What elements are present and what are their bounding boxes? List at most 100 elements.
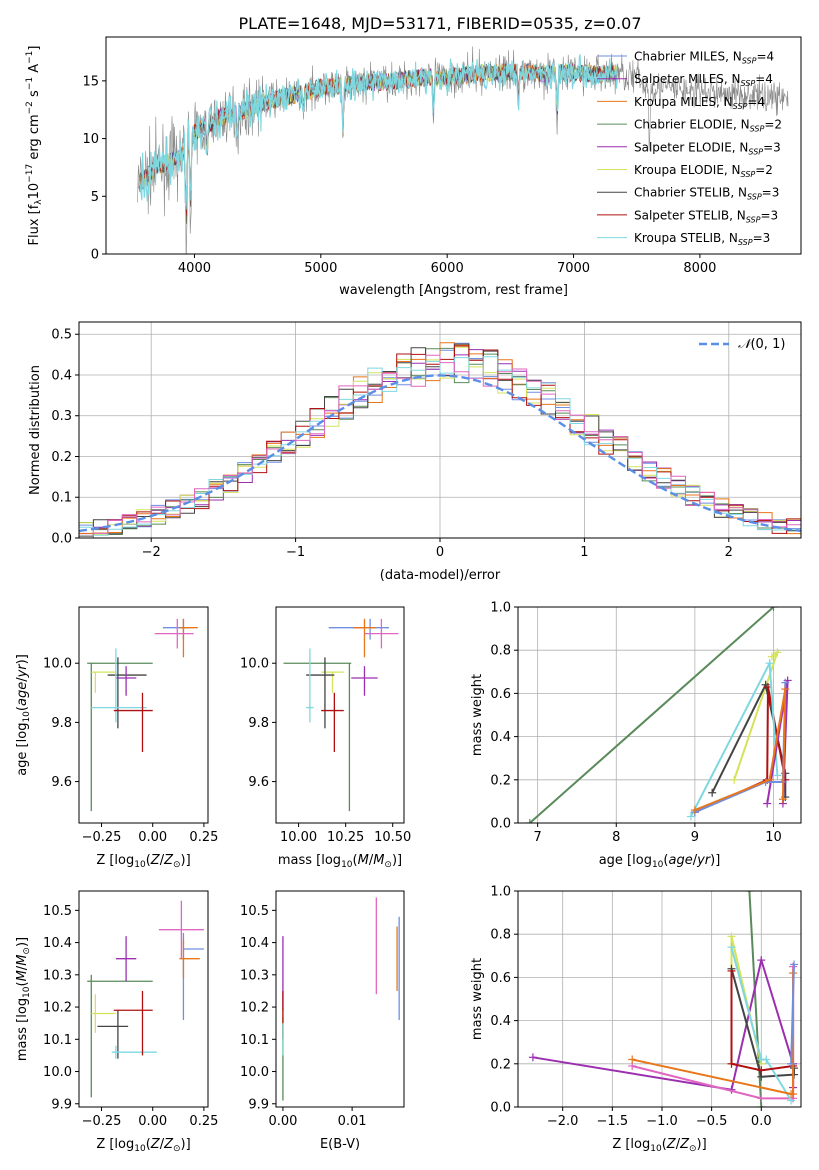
x-tick-label: 10.25	[327, 830, 364, 845]
y-tick-label: 10.3	[240, 968, 269, 983]
x-tick-label: −2	[142, 545, 161, 560]
x-tick-label: −2.0	[547, 1114, 579, 1129]
y-tick-label: 0.0	[490, 817, 511, 832]
weight_vs_Z-axes: −2.0 −1.5 −1.0 −0.5 0.0 0.0 0.2 0.4 0.6 0.8 1.0 Z […	[470, 885, 802, 1154]
weight-series-line	[694, 688, 787, 811]
y-tick-label: 10.4	[43, 936, 72, 951]
legend-entry: Chabrier STELIB, NSSP=3	[634, 186, 779, 202]
x-axis-label: E(B-V)	[320, 1137, 360, 1152]
x-tick-label: 5000	[304, 261, 337, 276]
x-axis-label: wavelength [Angstrom, rest frame]	[339, 283, 568, 298]
x-tick-label: 1	[580, 545, 588, 560]
x-tick-label: −0.5	[696, 1114, 728, 1129]
x-tick-label: 8000	[683, 261, 716, 276]
y-tick-label: 0.8	[490, 644, 511, 659]
weight-series-line	[790, 964, 795, 1064]
x-tick-label: 0.00	[138, 830, 167, 845]
legend-entry: Chabrier MILES, NSSP=4	[634, 50, 774, 66]
age_vs_mass-axes: 10.00 10.25 10.50 9.6 9.8 10.0 mass [log10(M/M…	[240, 606, 411, 870]
y-axis-label: age [log10(age/yr)]	[15, 654, 32, 776]
errorbars	[282, 897, 400, 1101]
y-tick-label: 0.4	[490, 730, 511, 745]
axes-frame	[105, 36, 802, 255]
axes-frame	[517, 890, 802, 1108]
y-tick-label: 10.2	[240, 1001, 269, 1016]
y-tick-label: 10.4	[240, 936, 269, 951]
y-tick-label: 0.4	[490, 1014, 511, 1029]
y-tick-label: 10.5	[43, 904, 72, 919]
x-tick-label: 4000	[178, 261, 211, 276]
y-tick-label: 0.5	[51, 328, 72, 343]
y-tick-label: 10	[82, 132, 99, 147]
axes-frame	[78, 890, 209, 1108]
errorbars	[283, 618, 399, 812]
y-tick-label: 0.6	[490, 687, 511, 702]
x-tick-label: −0.25	[82, 1114, 122, 1129]
weight_vs_age-axes: 7 8 9 10 0.0 0.2 0.4 0.6 0.8 1.0 age [log10(age/yr…	[470, 601, 802, 870]
y-tick-label: 9.8	[248, 716, 269, 731]
figure-title: PLATE=1648, MJD=53171, FIBERID=0535, z=0…	[238, 14, 641, 33]
legend-entry: Salpeter STELIB, NSSP=3	[634, 208, 778, 224]
weight-series-line	[529, 607, 775, 823]
axes-frame	[78, 321, 802, 539]
mass_vs_ebv-axes: 0.00 0.01 9.9 10.0 10.1 10.2 10.3 10.4 10.5 E(B-V…	[240, 890, 405, 1152]
x-axis-label: mass [log10(M/M⊙)]	[278, 853, 402, 870]
y-tick-label: 10.0	[240, 1065, 269, 1080]
x-tick-label: 10.50	[374, 830, 411, 845]
y-tick-label: 10.3	[43, 968, 72, 983]
y-tick-label: 0.8	[490, 928, 511, 943]
y-tick-label: 10.0	[43, 657, 72, 672]
y-tick-label: 15	[82, 74, 99, 89]
x-tick-label: 0.00	[138, 1114, 167, 1129]
y-tick-label: 10.0	[240, 657, 269, 672]
y-tick-label: 0.1	[51, 491, 72, 506]
histogram-step	[79, 356, 801, 536]
x-tick-label: −0.25	[82, 830, 122, 845]
y-tick-label: 1.0	[490, 885, 511, 900]
x-tick-label: 0.25	[189, 830, 218, 845]
y-tick-label: 0.0	[490, 1101, 511, 1116]
x-tick-label: −1.5	[597, 1114, 629, 1129]
x-tick-label: 0.00	[268, 1114, 297, 1129]
axes-frame	[517, 606, 802, 824]
legend-entry: Kroupa MILES, NSSP=4	[634, 95, 765, 111]
y-tick-label: 0.2	[51, 450, 72, 465]
spectrum-axes: 4000 5000 6000 7000 8000 0 5 10 15 wavelength [An…	[25, 36, 802, 298]
y-tick-label: 5	[91, 190, 99, 205]
y-tick-label: 10.0	[43, 1065, 72, 1080]
normal-curve	[79, 374, 801, 533]
y-tick-label: 10.2	[43, 1001, 72, 1016]
x-tick-label: 7	[534, 830, 542, 845]
x-tick-label: 0.01	[338, 1114, 367, 1129]
axes-frame	[275, 606, 405, 824]
x-tick-label: 2	[725, 545, 733, 560]
legend-entry: Salpeter ELODIE, NSSP=3	[634, 140, 781, 156]
legend-entry: Salpeter MILES, NSSP=4	[634, 72, 773, 88]
y-axis-label: Flux [fλ10−17 erg cm−2 s−1 A−1]	[25, 46, 44, 246]
y-tick-label: 9.6	[51, 775, 72, 790]
legend-entry: Kroupa STELIB, NSSP=3	[634, 231, 770, 247]
x-axis-label: age [log10(age/yr)]	[599, 853, 721, 870]
y-axis-label: mass weight	[470, 674, 485, 756]
y-tick-label: 9.8	[51, 716, 72, 731]
x-tick-label: 10	[765, 830, 782, 845]
y-axis-label: Normed distribution	[28, 365, 43, 495]
axes-frame	[78, 606, 209, 824]
histogram-step	[79, 354, 801, 538]
x-tick-label: 0.25	[189, 1114, 218, 1129]
y-axis-label: mass [log10(M/M⊙)]	[15, 937, 32, 1061]
x-tick-label: 7000	[557, 261, 590, 276]
y-tick-label: 9.9	[51, 1097, 72, 1112]
x-axis-label: Z [log10(Z/Z⊙)]	[96, 853, 190, 870]
residuals-axes: −2 −1 0 1 2 0.0 0.1 0.2 0.3 0.4 0.5 𝒩(0, 1) (data-mo…	[28, 321, 802, 583]
weight-series-line	[730, 970, 794, 1072]
x-tick-label: 9	[691, 830, 699, 845]
y-tick-label: 0.2	[490, 1057, 511, 1072]
weight-lines	[525, 607, 792, 823]
y-tick-label: 0.3	[51, 409, 72, 424]
legend-entry: Chabrier ELODIE, NSSP=2	[634, 118, 782, 134]
x-tick-label: −1.0	[646, 1114, 678, 1129]
legend: Chabrier MILES, NSSP=4 Salpeter MILES, NS…	[597, 50, 782, 247]
